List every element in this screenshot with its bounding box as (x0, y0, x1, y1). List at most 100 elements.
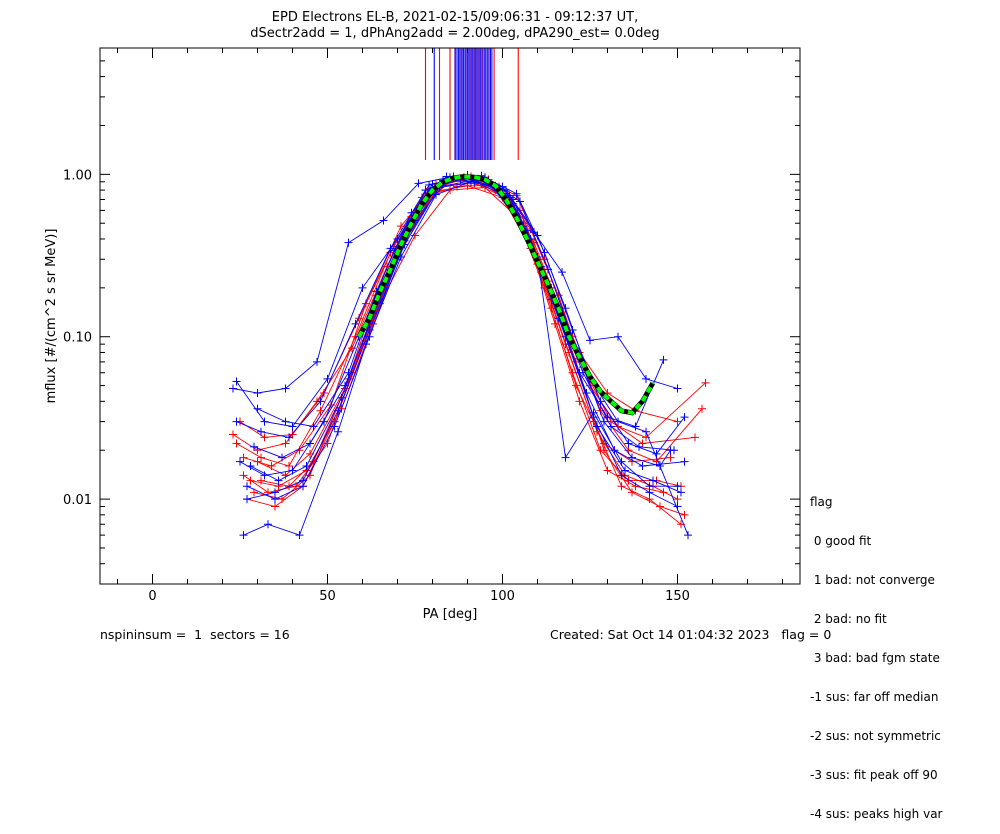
data-point-19-4 (365, 326, 374, 335)
legend-item: -3 sus: fit peak off 90 (810, 768, 938, 782)
footer-right: Created: Sat Oct 14 01:04:32 2023 flag =… (550, 627, 832, 642)
data-point-14-1 (274, 476, 283, 485)
data-point-14-13 (649, 476, 657, 485)
data-point-15-12 (614, 417, 622, 426)
data-point-10-6 (414, 179, 423, 188)
series-line-14 (250, 178, 682, 493)
data-point-15-0 (239, 531, 248, 540)
data-point-8-14 (701, 378, 710, 387)
data-point-2-1 (271, 502, 279, 511)
data-point-1-14 (666, 453, 675, 462)
data-point-17-8 (512, 189, 521, 198)
data-point-17-3 (344, 368, 353, 377)
data-point-17-1 (281, 417, 290, 426)
legend-item: -4 sus: peaks high var (810, 807, 943, 821)
data-point-9-12 (624, 476, 633, 485)
data-point-8-1 (267, 461, 276, 470)
data-point-15-3 (334, 427, 342, 436)
data-point-10-1 (253, 389, 262, 398)
data-point-16-0 (250, 442, 258, 451)
data-point-2-13 (645, 495, 654, 504)
fit-curve (357, 174, 655, 415)
data-point-18-0 (232, 377, 241, 386)
data-point-9-11 (596, 446, 605, 455)
data-point-5-14 (698, 404, 706, 413)
data-point-11-1 (260, 471, 269, 480)
legend-item: 0 good fit (810, 534, 872, 548)
data-point-4-0 (246, 476, 255, 485)
vertical-line-band (454, 48, 493, 160)
data-point-15-13 (642, 427, 650, 436)
data-point-3-14 (691, 433, 699, 442)
data-point-18-3 (323, 374, 332, 383)
series-line-4 (250, 180, 678, 500)
y-tick-label: 0.10 (63, 331, 92, 346)
data-point-13-6 (421, 186, 430, 195)
data-point-12-12 (617, 471, 626, 480)
chart-title: EPD Electrons EL-B, 2021-02-15/09:06:31 … (272, 10, 638, 25)
pitch-angle-chart: EPD Electrons EL-B, 2021-02-15/09:06:31 … (44, 10, 801, 622)
data-point-14-12 (621, 466, 629, 475)
data-point-17-2 (309, 422, 318, 431)
data-point-12-3 (330, 422, 339, 431)
data-point-1-2 (285, 461, 293, 470)
data-point-18-9 (530, 228, 538, 237)
data-point-17-13 (652, 449, 661, 458)
data-point-11-0 (236, 457, 244, 466)
data-point-19-8 (505, 191, 514, 200)
data-point-19-3 (334, 406, 342, 415)
chart-subtitle: dSectr2add = 1, dPhAng2add = 2.00deg, dP… (250, 26, 659, 41)
y-axis-label: mflux [#/(cm^2 s sr MeV)] (44, 229, 59, 404)
legend-item: -1 sus: far off median (810, 690, 939, 704)
data-point-4-14 (673, 495, 682, 504)
y-tick-label: 1.00 (63, 168, 92, 183)
data-point-0-11 (575, 397, 584, 406)
data-point-18-6 (428, 180, 437, 189)
footer-left: nspininsum = 1 sectors = 16 (100, 627, 290, 642)
data-point-9-10 (568, 368, 577, 377)
series-line-3 (239, 176, 696, 444)
data-point-13-0 (232, 417, 241, 426)
data-point-18-10 (558, 268, 566, 277)
data-point-8-0 (239, 453, 248, 462)
data-point-13-3 (316, 397, 325, 406)
data-point-18-14 (673, 384, 682, 393)
data-point-3-1 (260, 433, 269, 442)
series-line-7 (253, 177, 685, 516)
data-point-10-5 (379, 216, 388, 225)
data-point-14-11 (593, 422, 601, 431)
data-point-13-2 (285, 433, 293, 442)
x-tick-label: 100 (490, 589, 515, 604)
data-point-19-0 (243, 495, 251, 504)
flag-legend: flag 0 good fit 1 bad: not converge 2 ba… (810, 470, 942, 834)
x-tick-label: 50 (319, 589, 336, 604)
data-point-16-11 (600, 417, 608, 426)
data-point-16-13 (656, 461, 664, 470)
legend-item: 1 bad: not converge (810, 573, 935, 587)
data-point-6-2 (281, 439, 290, 448)
data-point-17-14 (680, 413, 689, 422)
data-point-18-4 (358, 283, 367, 292)
series-line-13 (236, 179, 675, 451)
data-point-3-13 (638, 439, 647, 448)
series-group (229, 171, 710, 540)
data-point-9-0 (257, 476, 265, 485)
data-point-16-2 (306, 439, 314, 448)
data-point-0-10 (551, 319, 559, 328)
data-point-16-12 (628, 453, 636, 462)
data-point-18-2 (288, 422, 297, 431)
legend-item: -2 sus: not symmetric (810, 729, 941, 743)
data-point-0-1 (264, 488, 272, 497)
data-point-6-14 (673, 417, 682, 426)
data-point-14-14 (677, 488, 685, 497)
data-point-18-5 (393, 234, 402, 243)
data-point-7-12 (628, 488, 636, 497)
vertical-lines-group (424, 48, 519, 160)
data-point-11-3 (320, 417, 328, 426)
legend-item: 3 bad: bad fgm state (810, 651, 940, 665)
data-point-7-13 (656, 502, 664, 511)
series-line-12 (246, 181, 678, 507)
data-point-19-2 (299, 476, 307, 485)
series-line-8 (243, 176, 706, 467)
data-point-10-0 (229, 384, 237, 393)
